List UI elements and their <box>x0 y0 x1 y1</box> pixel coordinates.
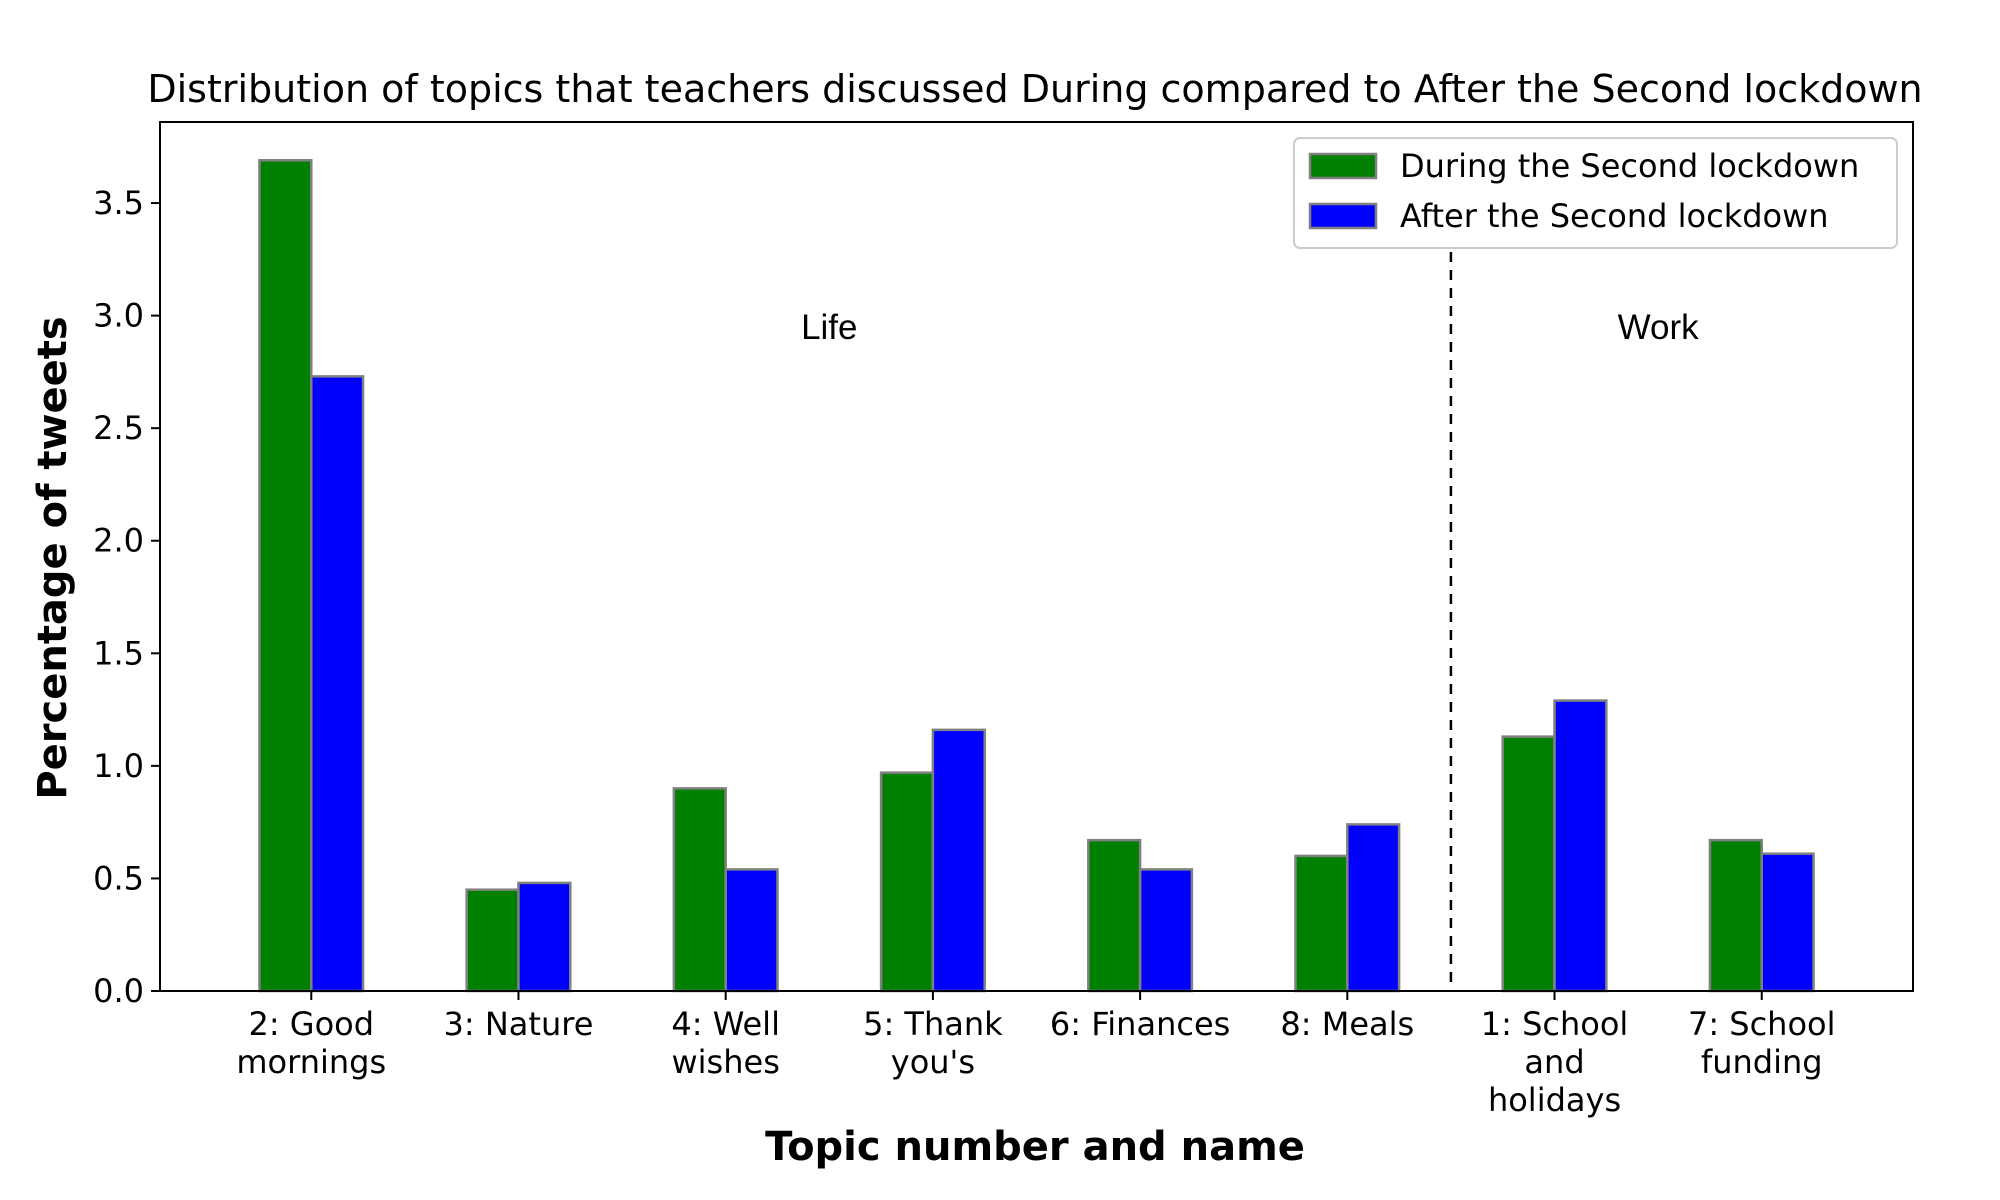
x-tick-label: 5: Thank you's <box>863 1005 1003 1081</box>
bars-layer <box>258 159 1815 993</box>
group-label-life: Life <box>801 308 857 347</box>
bar-series-1-category-8 <box>1708 838 1763 993</box>
x-tick-label: 7: School funding <box>1688 1005 1836 1081</box>
y-axis-label: Percentage of tweets <box>30 316 76 799</box>
y-tick-label: 1.0 <box>93 747 144 785</box>
x-tick-label: 2: Good mornings <box>236 1005 386 1081</box>
y-tick-label: 2.5 <box>93 409 144 447</box>
y-tick-label: 1.5 <box>93 634 144 672</box>
plot-frame <box>159 121 1914 992</box>
y-tick-label: 0.0 <box>93 972 144 1010</box>
bar-series-1-category-5 <box>1087 838 1142 993</box>
x-tick-label: 6: Finances <box>1050 1005 1230 1043</box>
legend-label-series-1: During the Second lockdown <box>1400 147 1859 185</box>
bar-series-2-category-8 <box>1760 852 1815 993</box>
bar-series-2-category-1 <box>310 375 365 993</box>
bar-series-1-category-2 <box>465 888 520 993</box>
x-tick-label: 8: Meals <box>1280 1005 1414 1043</box>
group-labels: Life Work <box>801 308 1699 347</box>
bar-series-1-category-4 <box>879 771 935 993</box>
legend: During the Second lockdown After the Seco… <box>1293 137 1898 249</box>
legend-swatch-series-2 <box>1308 202 1378 230</box>
legend-box <box>1293 137 1898 249</box>
bar-series-1-category-1 <box>258 159 313 993</box>
x-axis-ticks: 2: Good mornings 3: Nature 4: Well wishes 5: … <box>236 991 1836 1119</box>
bar-series-1-category-6 <box>1294 854 1349 993</box>
y-tick-label: 2.0 <box>93 522 144 560</box>
bar-series-2-category-6 <box>1346 823 1401 993</box>
group-label-work: Work <box>1618 308 1700 347</box>
bar-series-2-category-5 <box>1138 868 1194 993</box>
x-tick-label: 3: Nature <box>444 1005 594 1043</box>
y-axis-ticks: 0.0 0.5 1.0 1.5 2.0 2.5 3.0 3.5 <box>93 184 160 1010</box>
legend-label-series-2: After the Second lockdown <box>1400 197 1829 235</box>
bar-series-1-category-3 <box>672 787 727 993</box>
x-tick-label: 4: Well wishes <box>671 1005 780 1081</box>
chart-title: Distribution of topics that teachers dis… <box>147 67 1922 111</box>
x-axis-label: Topic number and name <box>765 1124 1305 1170</box>
y-tick-label: 0.5 <box>93 859 144 897</box>
y-tick-label: 3.0 <box>93 297 144 335</box>
bar-series-2-category-4 <box>931 728 986 993</box>
bar-series-2-category-3 <box>724 868 779 993</box>
x-tick-label: 1: School and holidays <box>1481 1005 1629 1119</box>
bar-series-2-category-2 <box>517 881 572 993</box>
bar-series-1-category-7 <box>1501 735 1556 993</box>
y-tick-label: 3.5 <box>93 184 144 222</box>
bar-series-2-category-7 <box>1553 699 1608 993</box>
legend-swatch-series-1 <box>1308 152 1378 180</box>
